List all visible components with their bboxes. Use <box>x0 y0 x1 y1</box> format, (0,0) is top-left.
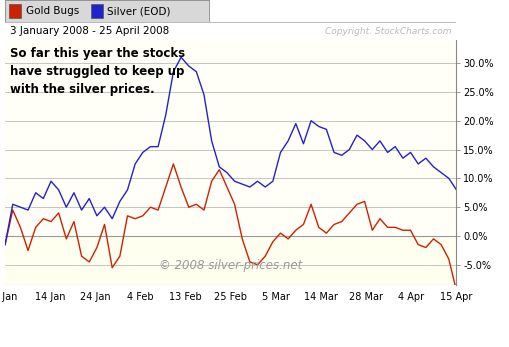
Text: © 2008 silver-prices.net: © 2008 silver-prices.net <box>159 259 302 272</box>
Text: 28 Mar: 28 Mar <box>349 291 382 302</box>
Bar <box>9 5 21 18</box>
Text: 15 Apr: 15 Apr <box>439 291 472 302</box>
Text: Silver (EOD): Silver (EOD) <box>107 6 171 16</box>
Text: 3 Jan: 3 Jan <box>0 291 17 302</box>
Text: 25 Feb: 25 Feb <box>214 291 247 302</box>
Text: 13 Feb: 13 Feb <box>169 291 202 302</box>
Text: Copyright. StockCharts.com: Copyright. StockCharts.com <box>325 26 451 35</box>
Bar <box>5 236 456 285</box>
Text: Gold Bugs: Gold Bugs <box>25 6 78 16</box>
Text: 24 Jan: 24 Jan <box>80 291 110 302</box>
Text: 4 Apr: 4 Apr <box>398 291 423 302</box>
Text: 3 January 2008 - 25 April 2008: 3 January 2008 - 25 April 2008 <box>10 26 168 36</box>
Text: 4 Feb: 4 Feb <box>127 291 154 302</box>
Text: 14 Jan: 14 Jan <box>35 291 65 302</box>
Text: So far this year the stocks
have struggled to keep up
with the silver prices.: So far this year the stocks have struggl… <box>10 47 184 96</box>
Text: 5 Mar: 5 Mar <box>262 291 289 302</box>
Bar <box>91 5 103 18</box>
Text: 14 Mar: 14 Mar <box>303 291 337 302</box>
